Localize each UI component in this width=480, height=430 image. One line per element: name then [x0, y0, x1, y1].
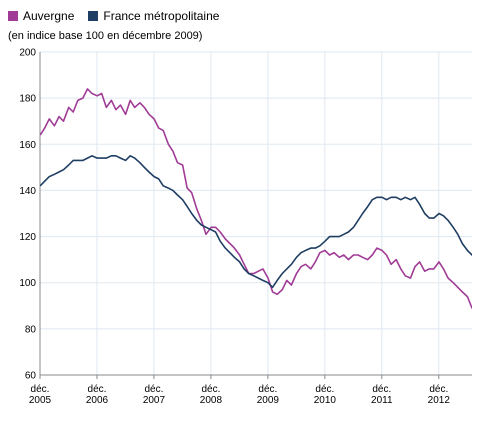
x-tick-label-year: 2007 — [143, 395, 166, 406]
y-tick-label: 140 — [19, 186, 36, 197]
x-tick-label-year: 2009 — [257, 395, 280, 406]
legend-item-france[interactable]: France métropolitaine — [88, 9, 219, 23]
x-tick-label-year: 2012 — [428, 395, 451, 406]
legend-swatch-france — [88, 11, 99, 21]
x-tick-label-month: déc. — [201, 384, 220, 395]
chart-subtitle: (en indice base 100 en décembre 2009) — [8, 30, 203, 42]
x-tick-label-month: déc. — [372, 384, 391, 395]
y-tick-label: 180 — [19, 94, 36, 105]
x-tick-label-year: 2006 — [86, 395, 109, 406]
x-tick-label-year: 2005 — [29, 395, 52, 406]
y-tick-label: 200 — [19, 48, 36, 59]
legend: Auvergne France métropolitaine — [8, 9, 233, 23]
series-line-france — [40, 155, 472, 289]
x-tick-label-month: déc. — [144, 384, 163, 395]
legend-swatch-auvergne — [8, 11, 18, 21]
legend-item-auvergne[interactable]: Auvergne — [8, 9, 74, 23]
legend-label-france: France métropolitaine — [103, 9, 220, 23]
x-tick-label-month: déc. — [315, 384, 334, 395]
x-tick-label-month: déc. — [31, 384, 50, 395]
x-tick-label-year: 2011 — [371, 395, 393, 406]
x-tick-label-year: 2008 — [200, 395, 223, 406]
x-tick-label-month: déc. — [88, 384, 107, 395]
x-tick-label-year: 2010 — [314, 395, 337, 406]
legend-label-auvergne: Auvergne — [23, 9, 75, 23]
y-tick-label: 80 — [25, 324, 37, 335]
y-tick-label: 100 — [19, 278, 36, 289]
y-tick-label: 60 — [25, 371, 37, 382]
y-tick-label: 160 — [19, 140, 36, 151]
x-tick-label-month: déc. — [429, 384, 448, 395]
y-tick-label: 120 — [19, 232, 36, 243]
x-tick-label-month: déc. — [258, 384, 277, 395]
series-line-auvergne — [40, 88, 472, 309]
